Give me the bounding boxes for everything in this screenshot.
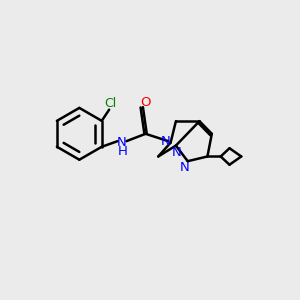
Text: N: N <box>171 146 181 159</box>
Text: O: O <box>140 95 151 109</box>
Text: N: N <box>117 136 127 149</box>
Text: N: N <box>160 135 170 148</box>
Text: H: H <box>118 145 128 158</box>
Text: N: N <box>179 161 189 174</box>
Text: Cl: Cl <box>104 97 116 110</box>
